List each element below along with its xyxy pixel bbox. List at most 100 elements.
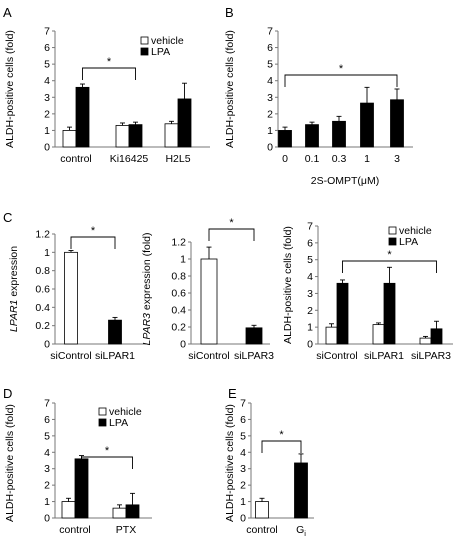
y-tick-label: 6 (44, 42, 50, 54)
x-tick-label: control (246, 524, 278, 536)
y-tick-label: 4 (240, 447, 246, 459)
x-tick-label: siLPAR1 (364, 350, 404, 362)
x-tick-label: siControl (50, 350, 91, 362)
chart-panel-d: 0 1 2 3 4 5 6 7 ALDH-positive cells (fold) contro… (4, 398, 152, 536)
x-tick-label: control (60, 153, 92, 165)
significance-star: * (105, 445, 110, 457)
legend-swatch-vehicle (98, 407, 107, 416)
panel-label-b: B (225, 5, 234, 20)
y-tick-label: 2 (267, 108, 273, 120)
y-tick-label: 0.2 (171, 322, 186, 334)
y-tick-label: 5 (267, 59, 273, 71)
chart-panel-c-lpar3: 0 0.2 0.4 0.6 0.8 1 1.2 LPAR3 expression (fold)… (141, 217, 274, 362)
y-tick-label: 0.6 (171, 288, 186, 300)
y-tick-label: 0 (44, 513, 50, 525)
y-tick-label: 0 (44, 142, 50, 154)
y-tick-label: 0.8 (171, 271, 186, 283)
y-tick-label: 7 (307, 221, 313, 233)
y-axis-label: ALDH-positive cells (fold) (224, 404, 236, 522)
y-tick-label: 5 (44, 59, 50, 71)
y-tick-label: 3 (267, 92, 273, 104)
y-tick-label: 1 (307, 322, 313, 334)
bar-vehicle (115, 125, 130, 148)
bar-lpa (177, 98, 192, 148)
y-tick-label: 1 (44, 247, 50, 259)
y-tick-label: 7 (44, 398, 50, 410)
chart-panel-a: 0 1 2 3 4 5 6 7 ALDH-positive cells (fold) contro… (4, 26, 210, 165)
bar-lpa (430, 328, 443, 345)
x-tick-label: 0.3 (332, 153, 347, 165)
bar-vehicle (419, 337, 432, 345)
y-tick-label: 4 (44, 447, 50, 459)
legend-label-vehicle: vehicle (109, 406, 142, 418)
bar-value (245, 327, 263, 345)
y-tick-label: 5 (240, 430, 246, 442)
bar-value (255, 501, 269, 519)
significance-star: * (107, 56, 112, 68)
y-tick-label: 1 (180, 254, 186, 266)
legend-swatch-vehicle (388, 226, 397, 235)
significance-bracket (70, 236, 116, 249)
y-axis-label: LPAR1 expression (8, 246, 20, 332)
y-tick-label: 1.2 (35, 229, 50, 241)
bar-lpa (383, 282, 396, 345)
x-tick-label: PTX (116, 524, 136, 536)
y-tick-label: 2 (307, 305, 313, 317)
y-tick-label: 1 (44, 496, 50, 508)
y-tick-label: 1 (267, 125, 273, 137)
y-tick-label: 1 (44, 125, 50, 137)
y-tick-label: 0.8 (35, 265, 50, 277)
bar-vehicle (372, 324, 385, 345)
x-tick-label: siLPAR3 (411, 350, 451, 362)
bar-vehicle (112, 507, 127, 519)
y-tick-label: 4 (44, 75, 50, 87)
legend-label-lpa: LPA (109, 417, 128, 429)
significance-bracket (208, 228, 255, 241)
bar-lpa (336, 282, 349, 345)
significance-bracket (81, 456, 133, 469)
y-tick-label: 6 (307, 237, 313, 249)
significance-bracket (82, 67, 136, 80)
bar-value (332, 120, 346, 148)
y-tick-label: 4 (267, 75, 273, 87)
y-axis-label-gene: LPAR1 (8, 300, 20, 333)
bar-value (64, 251, 78, 345)
y-axis-label-gene: LPAR3 (141, 313, 153, 346)
significance-star: * (229, 217, 234, 229)
y-tick-label: 0.6 (35, 284, 50, 296)
significance-star: * (279, 429, 284, 441)
significance-star: * (387, 249, 392, 261)
bar-value (305, 124, 319, 148)
bar-value (278, 130, 292, 148)
legend-swatch-lpa (140, 47, 149, 56)
y-tick-label: 0 (180, 339, 186, 351)
x-tick-label: control (59, 524, 91, 536)
x-tick-label: Gi (296, 524, 306, 538)
y-tick-label: 5 (307, 254, 313, 266)
panel-label-a: A (3, 5, 12, 20)
bar-vehicle (325, 326, 338, 345)
y-tick-label: 0.4 (171, 305, 186, 317)
legend-label-vehicle: vehicle (151, 35, 184, 47)
y-tick-label: 2 (240, 480, 246, 492)
legend-swatch-lpa (388, 237, 397, 246)
y-tick-label: 2 (44, 108, 50, 120)
chart-panel-e: 0 1 2 3 4 5 6 7 ALDH-positive cells (fold) contro… (224, 398, 314, 538)
y-tick-label: 0 (44, 339, 50, 351)
y-tick-label: 3 (44, 92, 50, 104)
x-tick-label: H2L5 (165, 153, 190, 165)
bar-value (200, 258, 218, 345)
y-tick-label: 3 (307, 288, 313, 300)
panel-label-e: E (228, 386, 237, 401)
y-tick-label: 3 (240, 463, 246, 475)
x-tick-label: 0 (282, 153, 288, 165)
y-tick-label: 0 (307, 339, 313, 351)
y-tick-label: 6 (44, 414, 50, 426)
y-tick-label: 6 (240, 414, 246, 426)
significance-bracket (284, 74, 398, 87)
x-axis-label: 2S-OMPT(μM) (311, 175, 379, 187)
legend-swatch-lpa (98, 418, 107, 427)
y-tick-label: 6 (267, 42, 273, 54)
significance-bracket (261, 440, 302, 453)
legend-swatch-vehicle (140, 36, 149, 45)
